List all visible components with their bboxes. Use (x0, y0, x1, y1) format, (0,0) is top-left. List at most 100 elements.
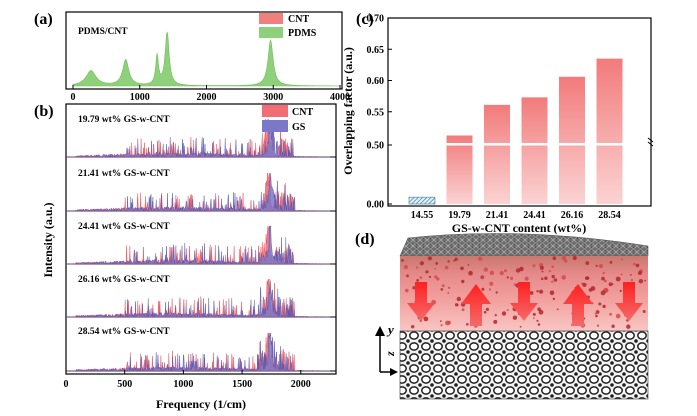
particle (447, 292, 450, 294)
particle (529, 291, 534, 295)
particle (419, 261, 424, 266)
particle (633, 262, 636, 266)
spectrum-gs-3 (66, 225, 331, 265)
particle (538, 309, 544, 315)
panel-c-y-tick-label: 0.50 (367, 141, 385, 152)
bar-26.16 (559, 76, 585, 204)
particle (427, 256, 432, 261)
panel-d-label: (d) (355, 231, 375, 248)
particle (582, 282, 587, 287)
particle (626, 324, 631, 329)
particle (483, 310, 487, 314)
panel-a-tick-label: 4000 (330, 92, 350, 103)
spectrum-gs-5 (66, 332, 331, 372)
legend-swatch-cnt (259, 13, 283, 24)
particle (494, 314, 497, 317)
legend-label-cnt: CNT (288, 14, 309, 25)
panel-c-y-tick-label: 0.60 (367, 76, 385, 87)
particle (630, 278, 634, 282)
arrow-down-3-icon (615, 282, 643, 321)
particle (501, 311, 507, 316)
particle (585, 261, 590, 265)
particle (466, 323, 469, 326)
particle (403, 265, 408, 270)
particle (416, 266, 419, 269)
particle (439, 320, 442, 323)
particle (598, 263, 604, 269)
panel-b-tick-label: 1000 (173, 379, 193, 390)
particle (467, 264, 470, 266)
axis-break-band (389, 143, 650, 146)
particle (561, 275, 566, 280)
particle (425, 270, 429, 274)
bar-19.79 (446, 135, 473, 204)
panel-d: (d) y z (355, 231, 649, 400)
particle (533, 317, 535, 319)
particle (536, 319, 539, 322)
panel-b-y-axis-title: Intensity (a.u.) (41, 202, 55, 277)
particle (537, 323, 541, 326)
arrow-down-1-icon (407, 282, 435, 321)
particle (532, 264, 536, 268)
panel-a: (a) PDMS/CNT CNT PDMS 0 1000 2000 3000 4000 (34, 11, 350, 103)
particle (447, 286, 451, 289)
particle (549, 290, 555, 296)
particle (440, 324, 443, 327)
particle (598, 302, 602, 306)
particle (615, 313, 621, 319)
heat-flow-arrows (407, 282, 643, 326)
panel-b-frame (65, 103, 337, 375)
particle (621, 258, 623, 261)
particle (435, 262, 439, 265)
panel-c-x-axis-title: GS-w-CNT content (wt%) (452, 221, 586, 235)
panel-a-tick-label: 2000 (197, 92, 217, 103)
particle (552, 256, 557, 261)
panel-c-y-tick-label: 0.55 (367, 107, 385, 118)
coordinate-axes: y z (375, 322, 398, 376)
panel-a-legend: CNT PDMS (259, 13, 317, 39)
particle (548, 270, 552, 273)
particle (512, 315, 518, 320)
particle (428, 275, 432, 278)
legend-swatch-cnt-b (262, 105, 288, 117)
x-tick-label-24.41: 24.41 (523, 210, 546, 221)
z-axis-symbol: z (383, 351, 397, 357)
particle (447, 260, 450, 263)
particle (619, 289, 622, 292)
spectrum-gs-2 (66, 172, 331, 212)
arrow-down-2-icon (510, 282, 538, 321)
particle (499, 271, 504, 276)
particle (602, 271, 605, 275)
particle (481, 276, 484, 279)
particle (603, 279, 607, 283)
sample-label-1: 19.79 wt% GS-w-CNT (78, 115, 170, 125)
panel-c-y-tick-label: 0.70 (367, 14, 385, 25)
particle (495, 291, 498, 294)
particle (519, 325, 522, 328)
x-tick-label-14.55: 14.55 (411, 210, 434, 221)
particle (405, 288, 409, 293)
particle (595, 264, 598, 267)
panel-a-tick-label: 1000 (130, 92, 150, 103)
particle (553, 278, 558, 282)
x-tick-label-19.79: 19.79 (448, 210, 471, 221)
particle (609, 260, 613, 264)
x-tick-label-28.54: 28.54 (598, 210, 621, 221)
particle (489, 270, 495, 276)
legend-label-cnt-b: CNT (292, 107, 313, 118)
panel-a-frame (65, 11, 343, 90)
particle (412, 286, 416, 290)
particle (601, 276, 605, 281)
particle (503, 269, 507, 273)
particle (561, 255, 567, 261)
particle (489, 281, 494, 286)
particle (541, 270, 544, 273)
particle (532, 312, 536, 316)
panel-b-x-ticks: 0 500 1000 1500 2000 (64, 370, 311, 390)
panel-c-bars: 14.55 19.79 21.41 24.41 26.16 28.54 (389, 58, 654, 221)
particle (596, 324, 600, 327)
particle (609, 312, 612, 316)
particle (637, 271, 642, 275)
particle (454, 257, 458, 261)
